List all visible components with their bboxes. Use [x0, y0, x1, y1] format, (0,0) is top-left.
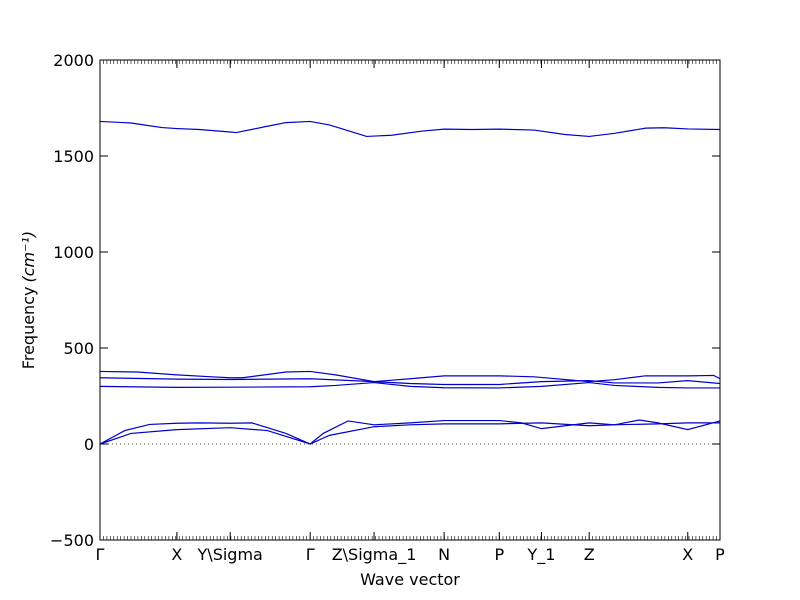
x-tick-label: Y_1 — [526, 545, 555, 565]
plot-frame — [99, 59, 721, 541]
y-tick-label: 500 — [63, 339, 94, 358]
y-tick-label: 0 — [84, 435, 94, 454]
x-tick-label: X — [682, 545, 693, 564]
x-tick-label: Y\Sigma — [197, 545, 263, 564]
plot-background — [100, 60, 720, 540]
y-tick-label: 1000 — [53, 243, 94, 262]
y-tick-label: −500 — [50, 531, 94, 550]
x-tick-label: Z — [584, 545, 595, 564]
series-group — [99, 120, 721, 445]
y-tick-label: 1500 — [53, 147, 94, 166]
y-axis-label: Frequency (cm⁻¹) — [19, 231, 38, 369]
band-line-2 — [99, 370, 721, 383]
band-line-3 — [99, 377, 721, 386]
x-axis-label: Wave vector — [360, 570, 460, 589]
y-axis-label-text: Frequency — [19, 287, 38, 370]
x-tick-label: Γ — [96, 545, 105, 564]
band-line-1 — [99, 120, 721, 138]
y-axis-ticks: −500 0 500 1000 1500 2000 — [50, 51, 720, 550]
x-tick-label: N — [438, 545, 450, 564]
x-tick-label: X — [171, 545, 182, 564]
x-tick-label: P — [494, 545, 504, 564]
x-tick-label: Γ — [306, 545, 315, 564]
x-tick-label: P — [715, 545, 725, 564]
band-line-6 — [99, 422, 720, 445]
band-line-5 — [99, 419, 721, 445]
x-tick-label: Z\Sigma_1 — [332, 545, 417, 565]
x-axis-ticks: Γ X Y\Sigma Γ Z\Sigma_1 N P Y_1 Z X P — [96, 60, 725, 565]
y-axis-label-unit: (cm⁻¹) — [19, 231, 38, 283]
y-tick-label: 2000 — [53, 51, 94, 70]
band-line-4 — [99, 381, 720, 389]
